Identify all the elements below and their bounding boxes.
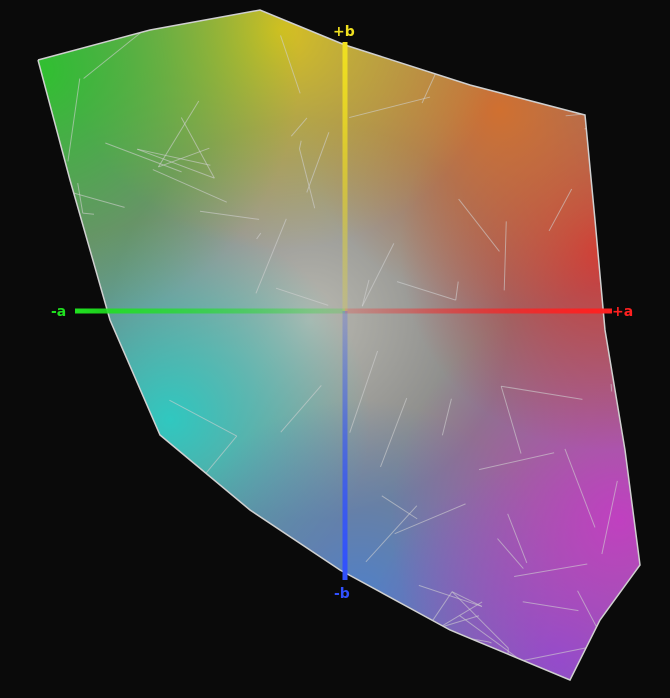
mesh-edge bbox=[255, 218, 287, 294]
mesh-edge bbox=[396, 281, 456, 301]
mesh-edge bbox=[152, 169, 227, 203]
mesh-edge bbox=[180, 117, 215, 179]
mesh-edge bbox=[361, 243, 395, 307]
mesh-edge bbox=[597, 628, 640, 655]
mesh-edge bbox=[77, 183, 84, 214]
mesh-edge bbox=[418, 584, 483, 607]
mesh-edge bbox=[380, 397, 408, 468]
mesh-edge bbox=[290, 117, 308, 137]
mesh-edge bbox=[275, 287, 329, 306]
mesh-edge bbox=[568, 34, 640, 57]
mesh-edge bbox=[507, 513, 528, 564]
mesh-edge bbox=[500, 386, 522, 454]
mesh-edge bbox=[67, 78, 81, 162]
wireframe-mesh bbox=[38, 11, 640, 673]
mesh-edge bbox=[394, 503, 466, 535]
mesh-edge bbox=[451, 591, 509, 649]
mesh-edge bbox=[514, 563, 588, 577]
minus-a-label: -a bbox=[51, 304, 66, 320]
mesh-edge bbox=[105, 142, 182, 173]
mesh-edge bbox=[199, 210, 260, 220]
mesh-edge bbox=[524, 18, 547, 76]
mesh-edge bbox=[137, 148, 215, 179]
mesh-edge bbox=[501, 385, 583, 400]
mesh-edge bbox=[299, 148, 316, 209]
mesh-edge bbox=[306, 132, 330, 193]
mesh-edge bbox=[298, 140, 302, 149]
mesh-edge bbox=[169, 399, 237, 437]
plus-b-label: +b bbox=[333, 24, 355, 40]
mesh-edge bbox=[365, 505, 418, 563]
mesh-edge bbox=[503, 221, 507, 291]
mesh-edge bbox=[478, 452, 555, 471]
mesh-edge bbox=[82, 212, 95, 215]
mesh-edge bbox=[349, 96, 431, 119]
plus-a-label: +a bbox=[612, 304, 633, 320]
mesh-edge bbox=[361, 279, 370, 307]
mesh-edge bbox=[441, 398, 452, 436]
mesh-edge bbox=[256, 232, 262, 240]
mesh-edge bbox=[280, 35, 301, 94]
mesh-edge bbox=[522, 601, 579, 612]
mesh-edge bbox=[467, 664, 502, 673]
mesh-edge bbox=[577, 590, 598, 629]
mesh-edge bbox=[584, 108, 633, 130]
mesh-edge bbox=[462, 11, 521, 43]
mesh-edge bbox=[520, 11, 592, 42]
mesh-edge bbox=[158, 147, 210, 168]
mesh-edge bbox=[564, 448, 596, 528]
mesh-edge bbox=[157, 100, 200, 168]
mesh-edge bbox=[280, 385, 322, 433]
mesh-edge bbox=[137, 148, 211, 166]
mesh-edge bbox=[610, 383, 613, 392]
mesh-edge bbox=[38, 565, 40, 632]
mesh-edge bbox=[548, 188, 573, 232]
mesh-edge bbox=[66, 190, 125, 208]
mesh-edge bbox=[458, 198, 500, 252]
mesh-edge bbox=[349, 350, 379, 433]
mesh-edge bbox=[497, 538, 524, 569]
mesh-edge bbox=[488, 641, 492, 644]
mesh-edge bbox=[455, 281, 459, 301]
mesh-edge bbox=[451, 591, 483, 607]
minus-b-label: -b bbox=[334, 586, 350, 602]
mesh-edge bbox=[381, 495, 418, 520]
mesh-edge bbox=[83, 30, 143, 79]
mesh-edge bbox=[601, 480, 618, 555]
